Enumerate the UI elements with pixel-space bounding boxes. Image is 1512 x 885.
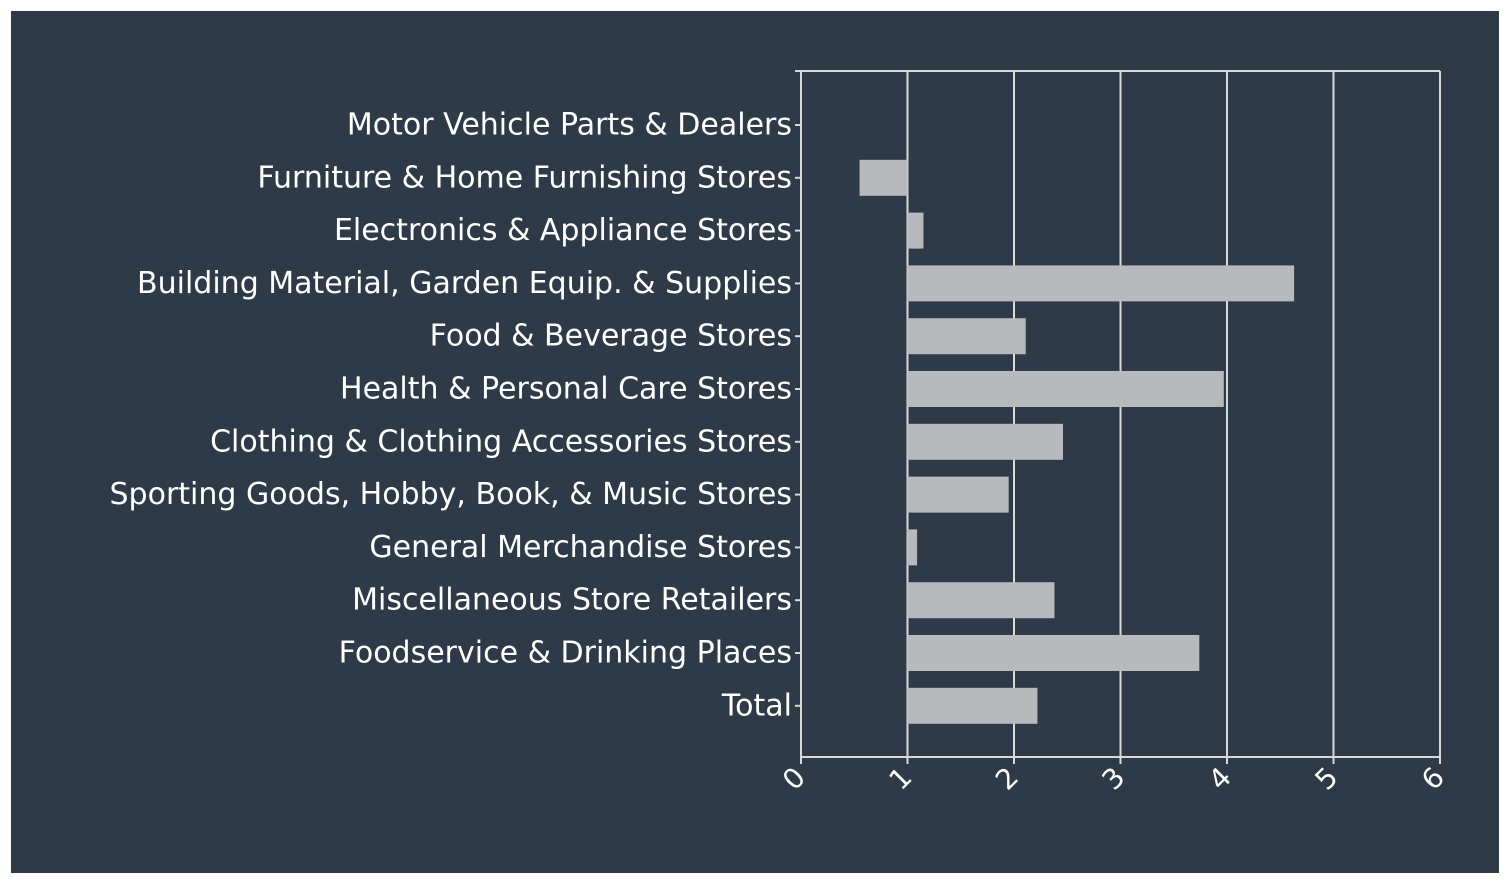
- bar: [907, 318, 1026, 355]
- x-tick-label: 1: [883, 761, 919, 797]
- bar: [907, 371, 1224, 407]
- category-label: General Merchandise Stores: [369, 530, 792, 565]
- axes: [795, 70, 1441, 764]
- category-label: Building Material, Garden Equip. & Suppl…: [137, 266, 792, 301]
- bar: [907, 423, 1063, 460]
- category-label: Sporting Goods, Hobby, Book, & Music Sto…: [110, 477, 792, 512]
- bars: [859, 159, 1295, 724]
- x-tick-label: 6: [1415, 761, 1451, 797]
- bar: [907, 687, 1038, 724]
- bar: [907, 582, 1055, 619]
- category-label: Total: [721, 688, 792, 723]
- x-tick-labels: 0 1 2 3 4 5 6: [776, 761, 1451, 797]
- category-label: Electronics & Appliance Stores: [334, 213, 792, 248]
- bar: [907, 529, 918, 566]
- bar: [859, 159, 908, 196]
- category-label: Clothing & Clothing Accessories Stores: [210, 424, 792, 459]
- x-tick-label: 0: [776, 761, 812, 797]
- category-label: Food & Beverage Stores: [430, 319, 792, 354]
- category-label: Miscellaneous Store Retailers: [352, 583, 792, 618]
- bar: [907, 476, 1009, 513]
- category-labels: Motor Vehicle Parts & Dealers Furniture &…: [110, 108, 792, 724]
- bar: [907, 212, 924, 249]
- bar: [907, 265, 1295, 302]
- category-label: Health & Personal Care Stores: [340, 372, 792, 407]
- category-label: Motor Vehicle Parts & Dealers: [347, 108, 792, 143]
- x-tick-label: 3: [1096, 761, 1132, 797]
- category-label: Foodservice & Drinking Places: [339, 636, 792, 671]
- x-tick-label: 5: [1309, 761, 1345, 797]
- x-tick-label: 2: [989, 761, 1025, 797]
- chart-panel: [11, 11, 1499, 873]
- bar: [907, 635, 1200, 671]
- category-label: Furniture & Home Furnishing Stores: [257, 160, 792, 195]
- x-tick-label: 4: [1202, 761, 1238, 797]
